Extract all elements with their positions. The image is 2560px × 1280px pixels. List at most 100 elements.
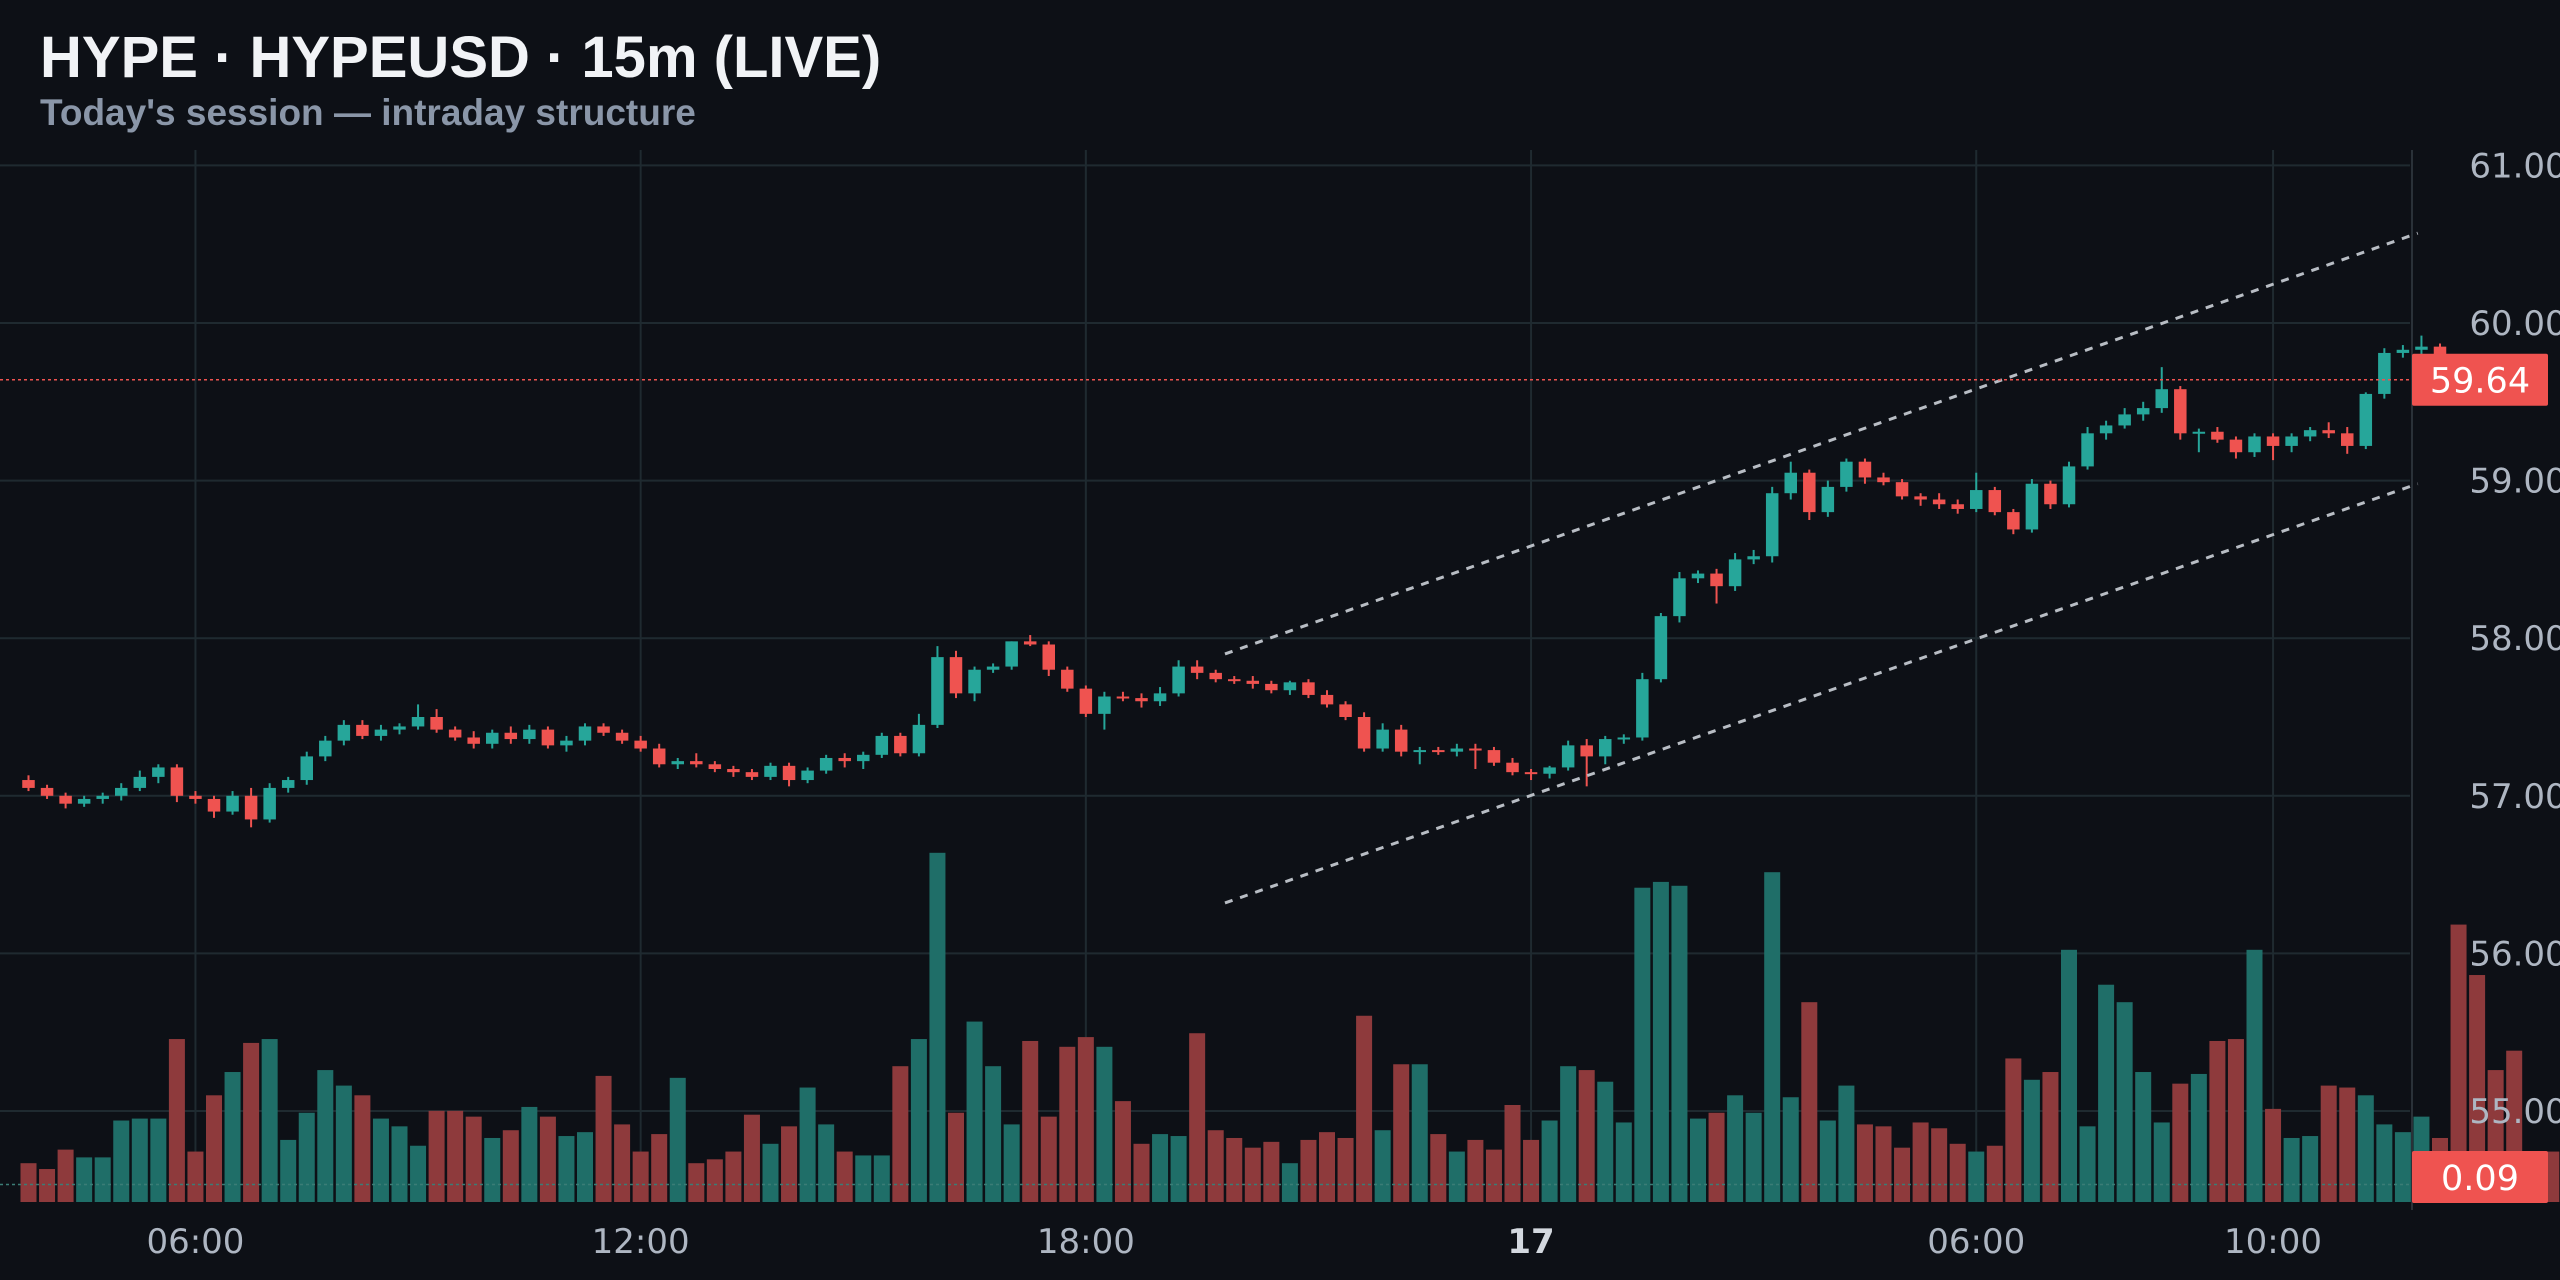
- candle-body: [2174, 389, 2187, 434]
- candle-body: [244, 795, 258, 820]
- candle: [1209, 669, 1222, 683]
- candle: [560, 735, 573, 752]
- candle: [2266, 433, 2280, 461]
- candle-body: [2044, 483, 2057, 505]
- candle-body: [1023, 641, 1037, 645]
- candle-body: [96, 795, 109, 799]
- candle: [2118, 408, 2131, 429]
- last-volume-tag-text: 0.09: [2441, 1159, 2519, 1199]
- candle: [1691, 570, 1705, 584]
- candle: [2229, 436, 2243, 459]
- candle-body: [1135, 698, 1148, 702]
- candle-body: [2062, 466, 2076, 505]
- volume-bar: [2357, 1095, 2374, 1202]
- volume-bar: [243, 1042, 260, 1202]
- candle: [1673, 572, 1686, 623]
- volume-bar: [818, 1124, 835, 1202]
- candle-body: [764, 765, 777, 777]
- candle: [2322, 422, 2335, 439]
- candle-body: [894, 735, 907, 754]
- channel-line-lower[interactable]: [1224, 482, 2419, 905]
- last-price-tag: 59.64: [2412, 353, 2548, 406]
- volume-bar: [1244, 1147, 1261, 1202]
- candle: [2081, 427, 2094, 470]
- candle-body: [1265, 683, 1278, 691]
- volume-bar: [428, 1110, 445, 1202]
- volume-bar: [2227, 1039, 2244, 1202]
- candle-body: [523, 729, 536, 740]
- candle-body: [170, 767, 184, 796]
- volume-bar: [539, 1116, 556, 1202]
- volume-bar: [1708, 1112, 1725, 1202]
- volume-bar: [558, 1136, 575, 1202]
- volume-bar: [2320, 1085, 2337, 1202]
- candle: [2025, 479, 2039, 533]
- candle-body: [1691, 573, 1705, 579]
- candle: [1765, 486, 1779, 563]
- candle-body: [1784, 472, 1797, 494]
- volume-bar: [1207, 1130, 1224, 1202]
- volume-bar: [1059, 1046, 1076, 1202]
- candle-body: [467, 737, 480, 744]
- candle-body: [2136, 408, 2150, 415]
- candle-body: [393, 726, 406, 730]
- volume-bar: [521, 1106, 538, 1202]
- candle-body: [578, 726, 592, 741]
- candle-body: [430, 717, 443, 730]
- candle: [40, 784, 54, 799]
- volume-bar: [2153, 1122, 2170, 1202]
- time-axis[interactable]: 06:00 12:00 18:00 17 06:00 10:00: [146, 1222, 2322, 1262]
- trend-channel[interactable]: [1224, 231, 2419, 905]
- volume-bar: [39, 1169, 56, 1202]
- price-axis[interactable]: 61.00 60.00 59.00 58.00 57.00 56.00 55.00: [2469, 146, 2560, 1132]
- candle-body: [968, 669, 981, 694]
- candle-body: [634, 740, 647, 749]
- candle-body: [1988, 490, 2002, 513]
- volume-bar: [2061, 949, 2077, 1202]
- volume-bar: [966, 1021, 983, 1202]
- candle: [690, 753, 703, 768]
- volume-bar: [76, 1157, 93, 1202]
- volume-bar: [1671, 885, 1688, 1202]
- candle-body: [782, 765, 796, 781]
- candle: [1821, 480, 1835, 517]
- chart-subtitle: Today's session — intraday structure: [40, 92, 696, 133]
- candle: [764, 762, 777, 781]
- value-tags: 59.64 0.09: [2412, 353, 2548, 1203]
- volume-bar: [206, 1095, 222, 1202]
- volume-bar: [743, 1114, 760, 1202]
- volume-bar: [1430, 1134, 1447, 1202]
- candle-body: [671, 761, 684, 765]
- volume-bar: [1263, 1141, 1280, 1202]
- channel-line-upper[interactable]: [1224, 231, 2419, 656]
- volume-bar: [1634, 887, 1651, 1202]
- candle-body: [2081, 433, 2094, 467]
- candle: [430, 709, 443, 733]
- volume-bar: [1523, 1139, 1540, 1202]
- candle: [1895, 479, 1909, 500]
- volume-bar: [2042, 1072, 2059, 1202]
- candle: [22, 775, 35, 792]
- candle-body: [2303, 430, 2317, 437]
- volume-bar: [873, 1155, 890, 1202]
- time-tick-label: 06:00: [1927, 1222, 2025, 1262]
- time-tick-label: 17: [1507, 1222, 1554, 1262]
- candle: [894, 732, 907, 757]
- candle: [1543, 765, 1556, 779]
- candle: [1561, 740, 1575, 771]
- candle: [411, 704, 425, 730]
- candle: [2062, 461, 2076, 508]
- price-tick-label: 61.00: [2469, 146, 2560, 186]
- candle-body: [1673, 578, 1686, 617]
- candle: [1877, 472, 1890, 486]
- candle: [1932, 493, 1946, 509]
- candle-body: [1617, 737, 1631, 740]
- volume-bar: [651, 1134, 668, 1202]
- volume-bar: [614, 1124, 631, 1202]
- volume-bar: [1875, 1126, 1892, 1202]
- volume-bar: [1374, 1130, 1391, 1202]
- volume-bar: [2339, 1087, 2356, 1202]
- candle-body: [2211, 431, 2224, 440]
- candle-body: [2341, 433, 2354, 446]
